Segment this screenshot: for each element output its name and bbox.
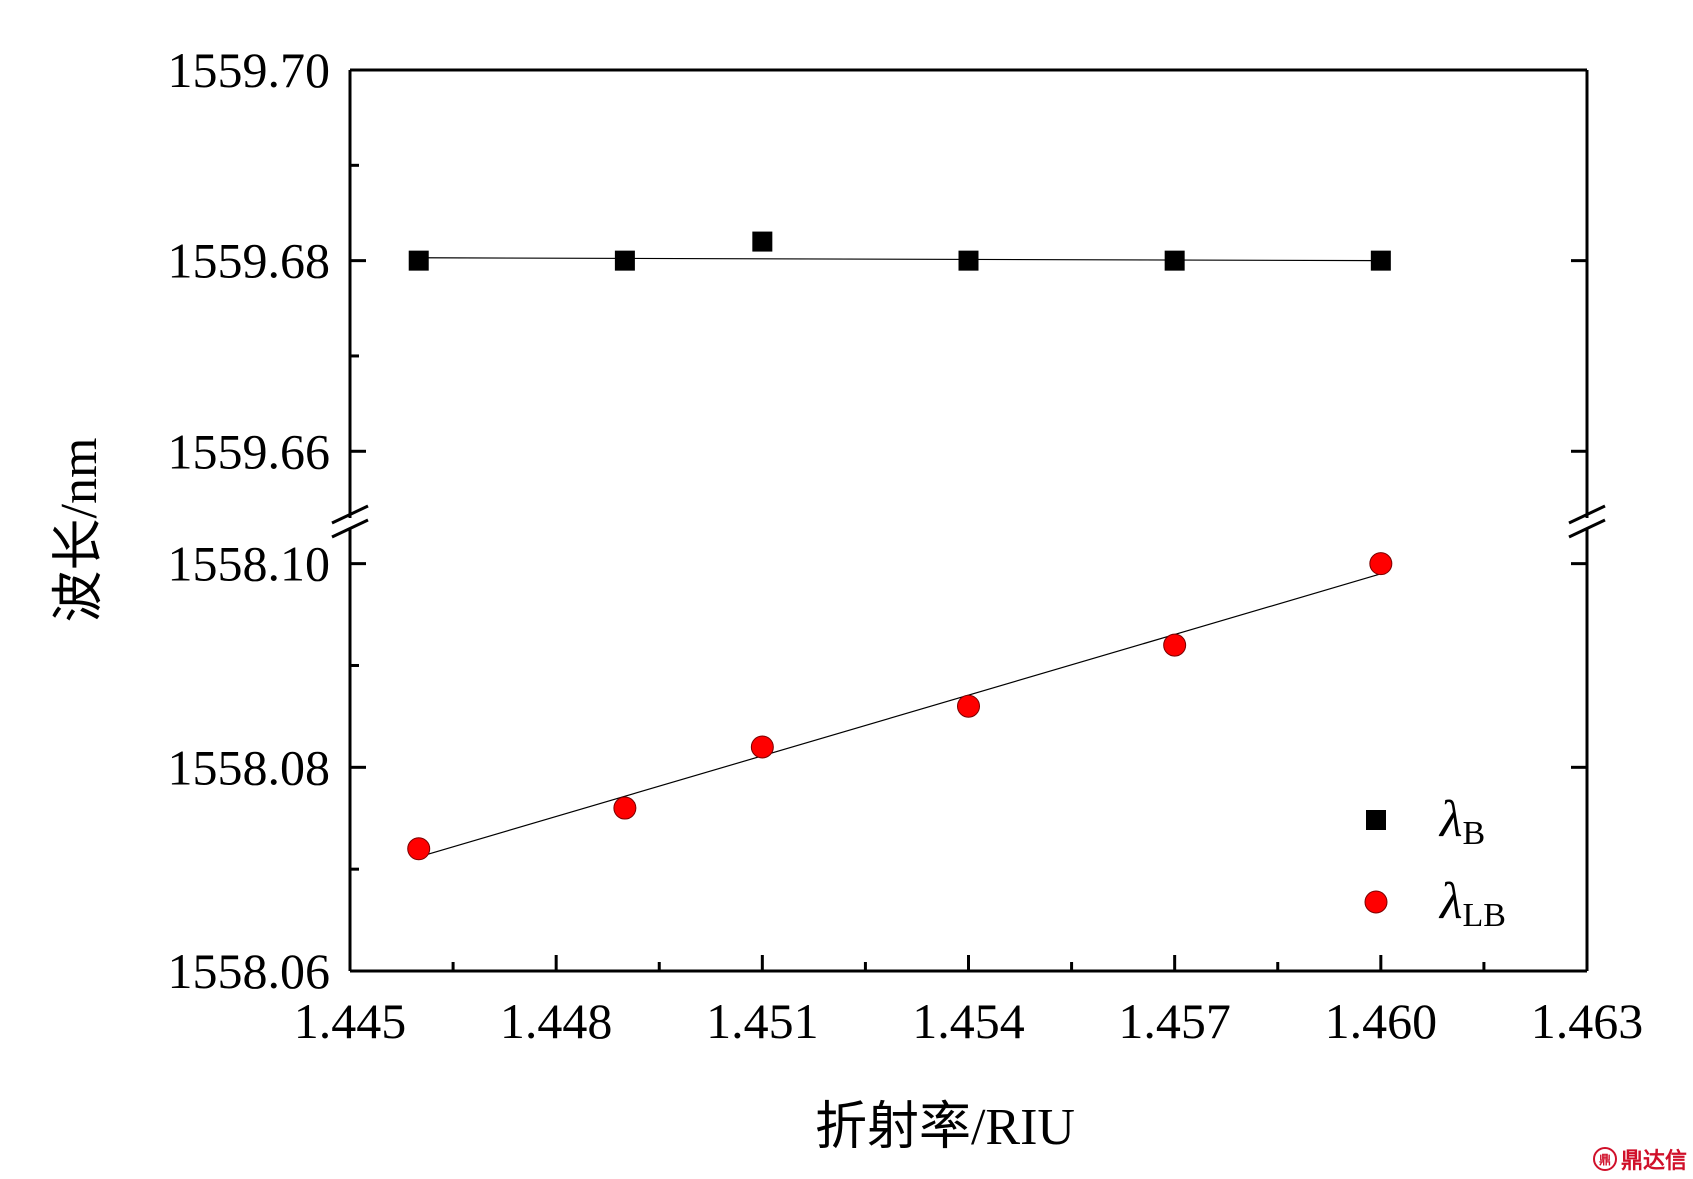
data-point-circle (407, 837, 431, 861)
x-tick-label: 1.451 (706, 993, 819, 1049)
data-point-circle (1369, 552, 1393, 576)
data-point-circle (750, 735, 774, 759)
y-tick-label-upper: 1559.68 (168, 233, 331, 289)
left-axis-break-mark (331, 504, 369, 525)
data-point-square (1370, 250, 1391, 271)
y-tick-label-lower: 1558.10 (168, 536, 331, 592)
x-tick-label: 1.457 (1118, 993, 1231, 1049)
data-point-square (1164, 250, 1185, 271)
legend-label-symbol: λ (1438, 873, 1463, 930)
data-point-square (614, 250, 635, 271)
y-axis-title: 波长/nm (51, 438, 108, 623)
left-axis-break-mark (331, 518, 369, 539)
watermark-logo: 鼎 (1592, 1147, 1617, 1171)
data-point-square (958, 250, 979, 271)
x-axis-title: 折射率/RIU (815, 1099, 1075, 1156)
legend-label-subscript: LB (1463, 897, 1506, 934)
axes: 1.445 1.448 1.451 1.454 1.457 1.460 1.463 1559.… (168, 42, 1644, 1049)
watermark: 鼎 鼎达信 (1592, 1143, 1687, 1175)
legend-label: λB (1438, 791, 1485, 852)
right-axis-break-mark (1568, 504, 1606, 525)
data-point-circle (957, 694, 980, 718)
right-axis-break-mark (1568, 518, 1606, 539)
x-tick-label: 1.445 (294, 993, 407, 1049)
x-tick-label: 1.448 (500, 993, 613, 1049)
fit-lines (418, 257, 1382, 858)
legend-marker-circle (1364, 890, 1388, 914)
x-tick-label: 1.463 (1531, 993, 1644, 1049)
x-tick-label: 1.460 (1325, 993, 1438, 1049)
y-tick-label-lower: 1558.08 (168, 739, 331, 795)
fit-line-circle (418, 573, 1382, 858)
data-points (407, 231, 1393, 861)
y-tick-label-lower: 1558.06 (168, 943, 331, 999)
data-point-circle (613, 796, 637, 820)
watermark-text: 鼎达信 (1620, 1149, 1687, 1174)
y-tick-label-upper: 1559.70 (168, 42, 331, 98)
legend-label-symbol: λ (1438, 791, 1463, 848)
data-point-square (408, 250, 429, 271)
fit-line-square (418, 257, 1381, 262)
legend-label-subscript: B (1463, 815, 1486, 852)
legend-label: λLB (1438, 873, 1506, 934)
x-tick-label: 1.454 (912, 993, 1025, 1049)
y-tick-label-upper: 1559.66 (168, 423, 331, 479)
data-point-circle (1163, 633, 1187, 657)
data-point-square (752, 231, 773, 252)
legend-marker-square (1366, 810, 1386, 830)
